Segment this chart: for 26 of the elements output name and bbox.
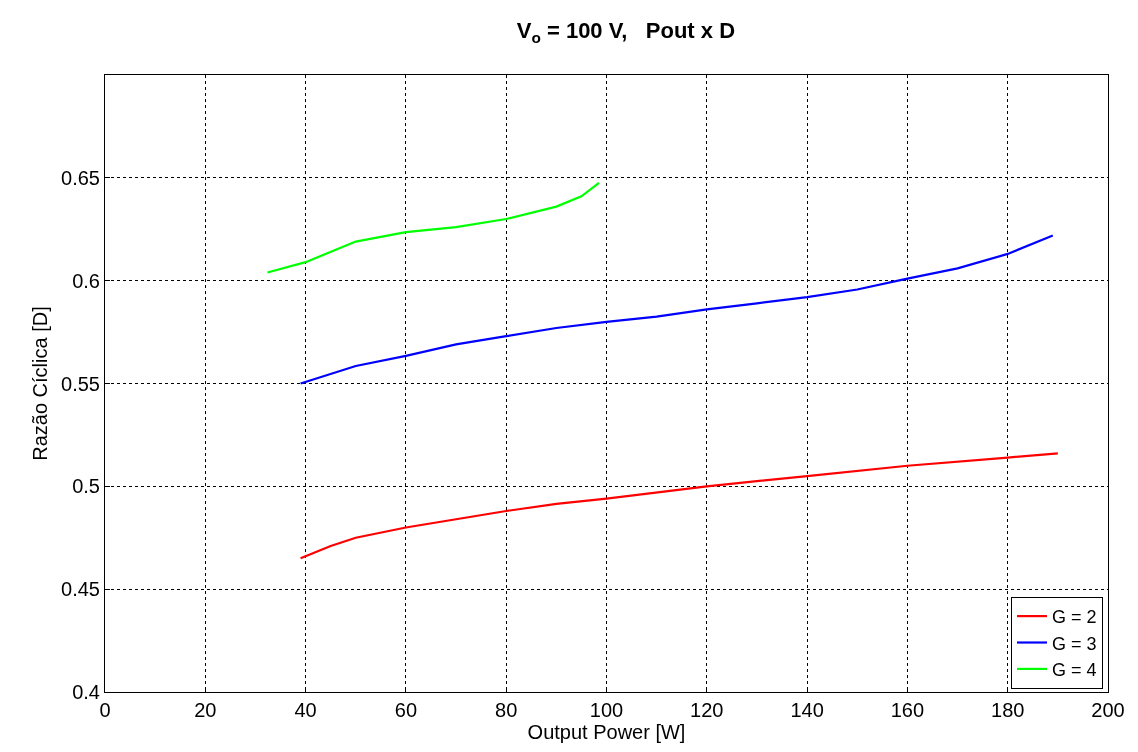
y-axis-title: Razão Cíclica [D] — [28, 306, 51, 461]
chart-title: V$_{o}$ = 100 V, Pout x D — [516, 17, 736, 46]
x-tick-label: 0 — [99, 699, 111, 721]
x-tick-label: 180 — [991, 699, 1025, 721]
x-tick-label: 100 — [589, 699, 624, 721]
y-tick-label: 0.5 — [72, 475, 100, 498]
x-tick-label: 160 — [890, 699, 925, 721]
x-tick-label: 140 — [790, 699, 824, 721]
line-series — [299, 452, 1059, 560]
legend-label: G = 3 — [1051, 633, 1097, 654]
x-tick-label: 60 — [394, 699, 418, 721]
x-tick-label: 40 — [294, 699, 317, 721]
x-tick-label: 80 — [495, 699, 518, 721]
legend-label: G = 4 — [1051, 659, 1097, 680]
y-tick-label: 0.65 — [61, 166, 100, 189]
line-series — [299, 234, 1054, 385]
x-axis-title: Output Power [W] — [527, 721, 686, 743]
line-series — [266, 181, 601, 274]
y-tick-label: 0.55 — [61, 372, 100, 395]
x-tick-label: 120 — [690, 699, 724, 721]
legend-label: G = 2 — [1051, 607, 1097, 628]
y-tick-label: 0.6 — [72, 269, 100, 292]
x-tick-label: 20 — [194, 699, 217, 721]
x-tick-label: 200 — [1091, 699, 1125, 721]
y-tick-label: 0.4 — [72, 681, 100, 703]
y-tick-label: 0.45 — [61, 578, 100, 601]
